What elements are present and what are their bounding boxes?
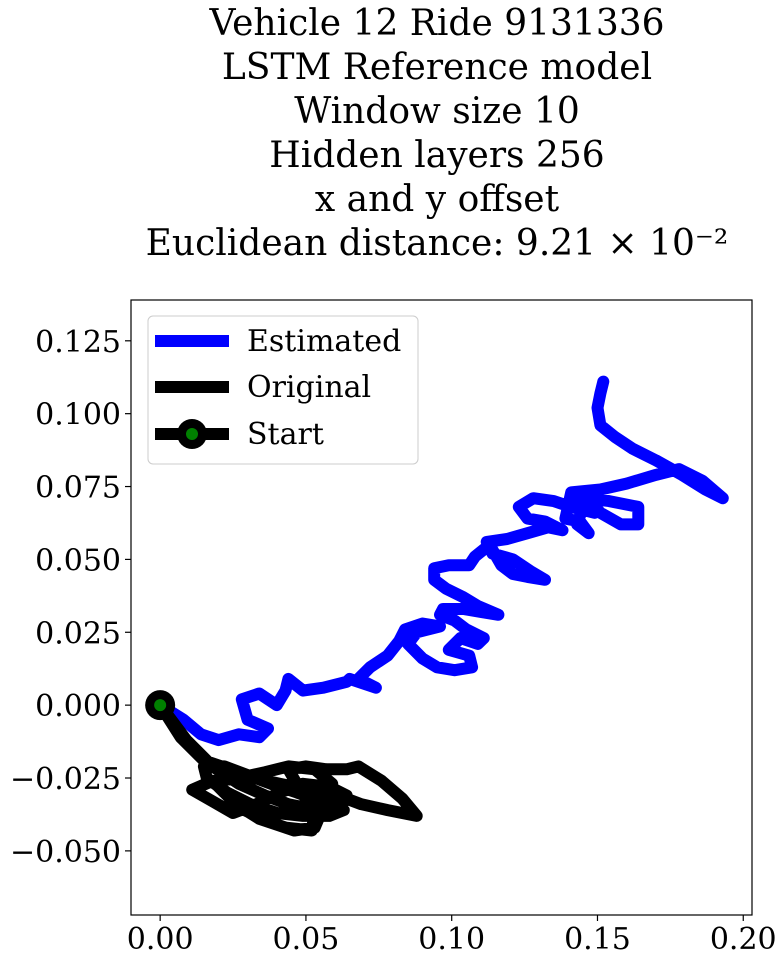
y-tick-label: 0.000 [35,689,121,724]
x-tick-label: 0.00 [127,922,194,957]
y-tick-label: 0.100 [35,398,121,433]
title-line: x and y offset [315,179,560,220]
x-tick-label: 0.20 [710,922,777,957]
y-tick-label: 0.050 [35,543,121,578]
legend-label-estimated: Estimated [247,324,401,359]
x-tick-label: 0.05 [273,922,340,957]
y-tick-label: −0.050 [10,835,121,870]
x-tick-label: 0.10 [418,922,485,957]
legend-start-marker-inner [186,428,198,440]
title-line: Vehicle 12 Ride 9131336 [208,3,664,44]
title-line: LSTM Reference model [222,47,652,88]
title-line: Euclidean distance: 9.21 × 10⁻² [146,223,729,264]
start-marker-center [154,699,167,712]
title-line: Hidden layers 256 [269,135,604,176]
y-tick-label: −0.025 [10,762,121,797]
legend-box [147,315,419,465]
series-line-original [154,699,423,837]
y-tick-label: 0.025 [35,616,121,651]
y-tick-label: 0.125 [35,325,121,360]
series-line-estimated [154,375,729,747]
chart-title: Vehicle 12 Ride 9131336 LSTM Reference m… [146,3,729,264]
legend: Estimated Original Start [147,315,419,465]
legend-label-original: Original [247,370,371,405]
x-axis: 0.00 0.05 0.10 0.15 0.20 [127,915,777,957]
title-line: Window size 10 [294,91,580,132]
legend-label-start: Start [247,417,324,452]
x-tick-label: 0.15 [564,922,631,957]
plot-frame [130,299,753,916]
y-axis: −0.050 −0.025 0.000 0.025 0.050 0.075 0.100 0.1… [10,325,131,870]
y-tick-label: 0.075 [35,471,121,506]
plot-area [145,375,729,837]
